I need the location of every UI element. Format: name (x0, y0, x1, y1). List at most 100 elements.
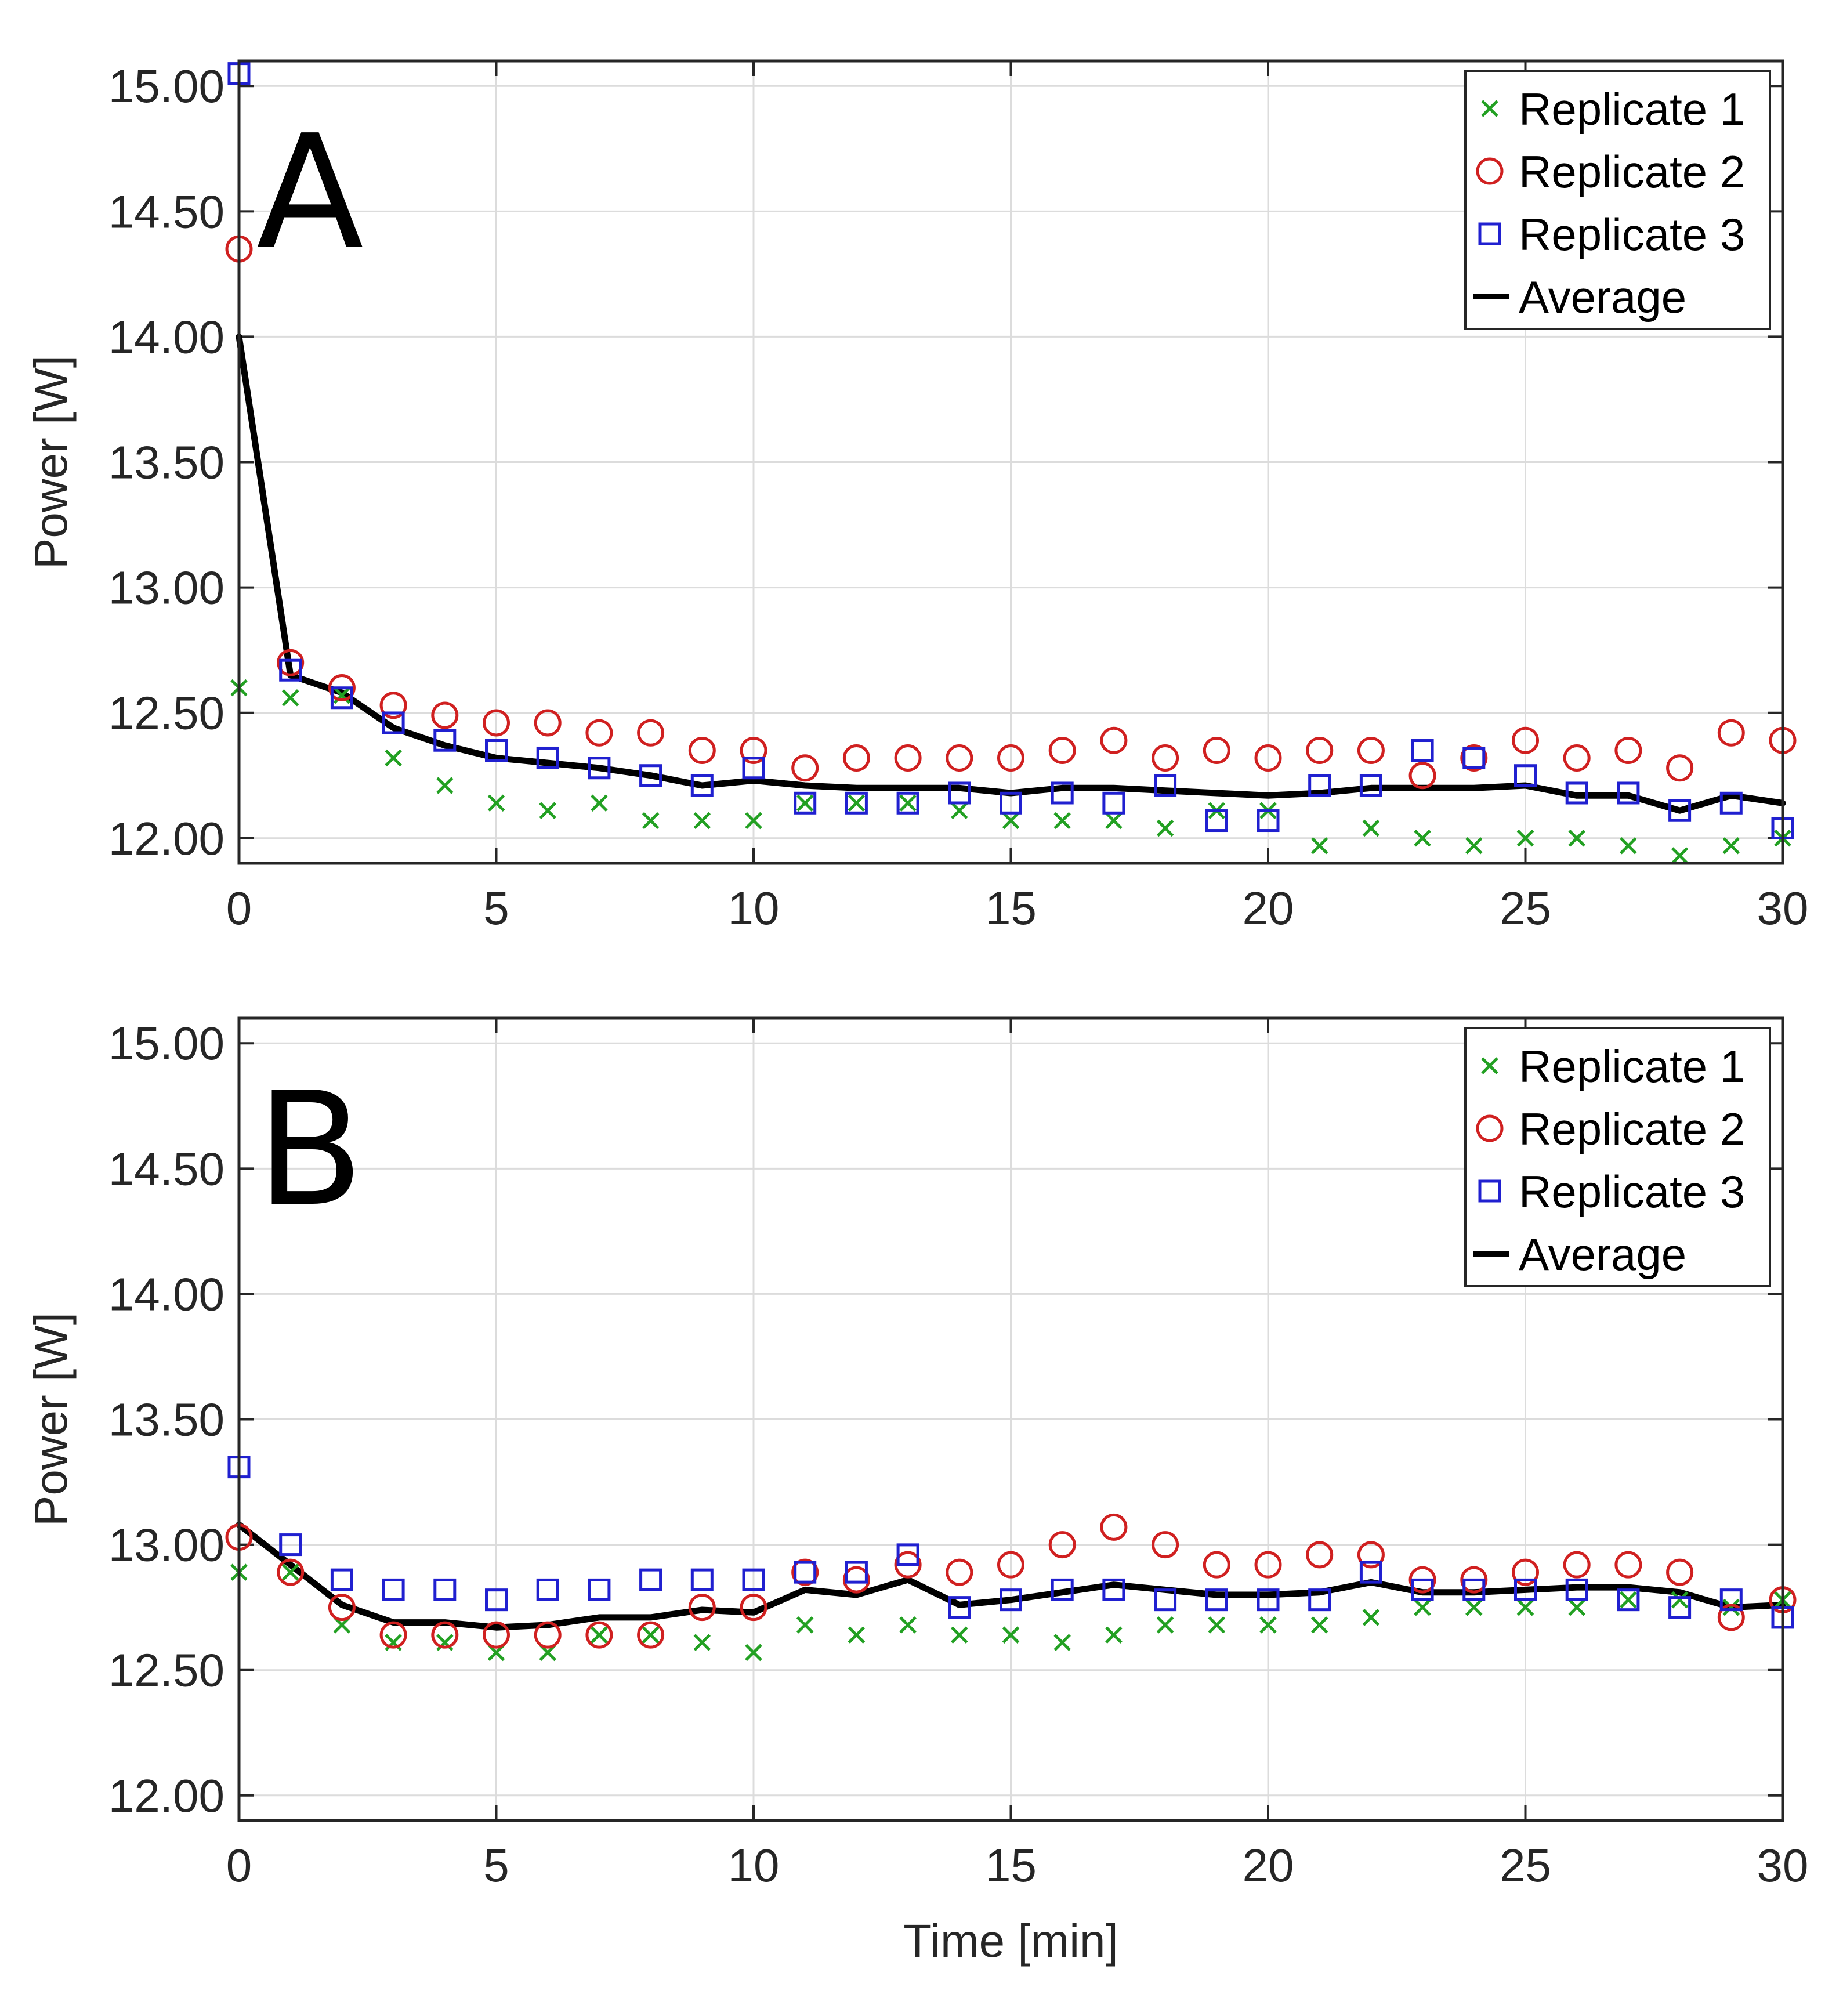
data-point-replicate-2 (1408, 1566, 1436, 1594)
data-point-replicate-3 (794, 1561, 817, 1584)
data-point-replicate-3 (1154, 1588, 1177, 1612)
x-tick-label: 20 (1243, 882, 1294, 934)
data-point-replicate-1 (848, 1626, 866, 1644)
y-tick-label: 13.00 (108, 1519, 225, 1571)
data-point-replicate-1 (642, 1626, 660, 1644)
data-point-replicate-2 (1512, 1558, 1539, 1586)
data-point-replicate-2 (1100, 726, 1128, 754)
data-point-replicate-2 (585, 719, 613, 747)
data-point-replicate-1 (1105, 1626, 1123, 1644)
legend-entry-average-label: Average (1519, 272, 1686, 323)
data-point-replicate-1 (385, 749, 402, 767)
data-point-replicate-3 (433, 729, 457, 752)
data-point-replicate-3 (845, 791, 868, 815)
data-point-replicate-1 (539, 802, 556, 820)
data-point-replicate-2 (431, 1621, 459, 1649)
data-point-replicate-2 (637, 719, 665, 747)
data-point-replicate-3 (536, 746, 559, 769)
data-point-replicate-3 (1514, 1578, 1537, 1601)
data-point-replicate-1 (1671, 847, 1689, 864)
x-tick-label: 15 (985, 882, 1037, 934)
data-point-replicate-2 (379, 1621, 407, 1649)
data-point-replicate-3 (433, 1578, 457, 1601)
data-point-replicate-2 (277, 649, 305, 676)
data-point-replicate-1 (1722, 837, 1740, 855)
data-point-replicate-2 (791, 1558, 819, 1586)
data-point-replicate-1 (1105, 812, 1123, 830)
data-point-replicate-3 (1308, 774, 1331, 797)
data-point-replicate-3 (1205, 809, 1228, 833)
data-point-replicate-3 (639, 764, 662, 787)
data-point-replicate-2 (1408, 762, 1436, 790)
x-tick-label: 20 (1243, 1840, 1294, 1891)
data-point-replicate-2 (791, 754, 819, 782)
y-tick-label: 15.00 (108, 1018, 225, 1069)
legend-entry-replicate-1-label: Replicate 1 (1519, 84, 1745, 135)
y-axis-title: Power [W] (25, 1312, 77, 1526)
legend-entry-replicate-3-label: Replicate 3 (1519, 209, 1745, 260)
legend-entry-replicate-3-label: Replicate 3 (1519, 1166, 1745, 1217)
data-point-replicate-1 (1310, 1616, 1328, 1634)
data-point-replicate-3 (588, 757, 611, 780)
data-point-replicate-2 (997, 1551, 1024, 1579)
data-point-replicate-1 (281, 689, 299, 707)
data-point-replicate-1 (1516, 1598, 1534, 1616)
data-point-replicate-1 (591, 794, 608, 812)
data-point-replicate-2 (842, 1566, 870, 1594)
data-point-replicate-2 (1152, 1531, 1179, 1559)
data-point-replicate-3 (896, 1543, 919, 1566)
data-point-replicate-3 (948, 1596, 971, 1619)
legend-box (1464, 70, 1771, 330)
data-point-replicate-1 (745, 812, 762, 830)
data-point-replicate-1 (1208, 1616, 1226, 1634)
data-point-replicate-3 (896, 791, 919, 815)
data-point-replicate-1 (1310, 837, 1328, 855)
data-point-replicate-1 (951, 802, 968, 820)
data-point-replicate-2 (1203, 737, 1230, 765)
data-point-replicate-3 (536, 1578, 559, 1601)
data-point-replicate-3 (382, 711, 405, 734)
x-tick-label: 0 (226, 882, 252, 934)
data-point-replicate-2 (1460, 1566, 1488, 1594)
panel-b: 0 5 10 15 20 25 30 12.00 12.50 13.00 13.50 14.00 14.… (25, 1016, 1808, 1967)
data-point-replicate-3 (1308, 1588, 1331, 1612)
panel-label: A (256, 101, 364, 284)
data-point-replicate-2 (688, 1594, 716, 1622)
data-point-replicate-3 (382, 1578, 405, 1601)
data-point-replicate-2 (1666, 754, 1694, 782)
data-point-replicate-1 (436, 777, 454, 794)
data-point-replicate-1 (1362, 1609, 1380, 1626)
data-point-replicate-2 (534, 709, 562, 737)
data-point-replicate-1 (1465, 1598, 1483, 1616)
data-point-replicate-3 (588, 1578, 611, 1601)
data-point-replicate-1 (693, 1634, 711, 1651)
x-axis-title: Time [min] (903, 1915, 1118, 1967)
data-point-replicate-3 (1000, 791, 1022, 815)
data-point-replicate-3 (330, 1568, 353, 1591)
data-point-replicate-1 (1259, 1616, 1277, 1634)
data-point-replicate-3 (1154, 774, 1177, 797)
data-point-replicate-2 (637, 1621, 665, 1649)
data-point-replicate-2 (688, 737, 716, 765)
data-point-replicate-3 (279, 1533, 302, 1557)
data-point-replicate-1 (1516, 830, 1534, 847)
data-point-replicate-2 (483, 709, 510, 737)
legend-entry-replicate-2-swatch (1476, 157, 1504, 185)
data-point-replicate-1 (642, 812, 660, 830)
data-point-replicate-1 (1414, 830, 1431, 847)
data-point-replicate-2 (1254, 744, 1282, 772)
data-point-replicate-2 (740, 1594, 767, 1622)
data-point-replicate-2 (534, 1621, 562, 1649)
data-point-replicate-1 (1671, 1591, 1689, 1609)
data-point-replicate-1 (1156, 1616, 1174, 1634)
data-point-replicate-2 (1048, 737, 1076, 765)
legend-entry-replicate-1-label: Replicate 1 (1519, 1041, 1745, 1092)
data-point-replicate-2 (328, 1594, 356, 1622)
data-point-replicate-3 (279, 658, 302, 682)
x-tick-label: 25 (1500, 1840, 1551, 1891)
data-point-replicate-2 (1357, 1541, 1385, 1569)
data-point-replicate-2 (1460, 744, 1488, 772)
data-point-replicate-3 (794, 791, 817, 815)
data-point-replicate-2 (946, 1558, 973, 1586)
y-tick-label: 15.00 (108, 60, 225, 112)
